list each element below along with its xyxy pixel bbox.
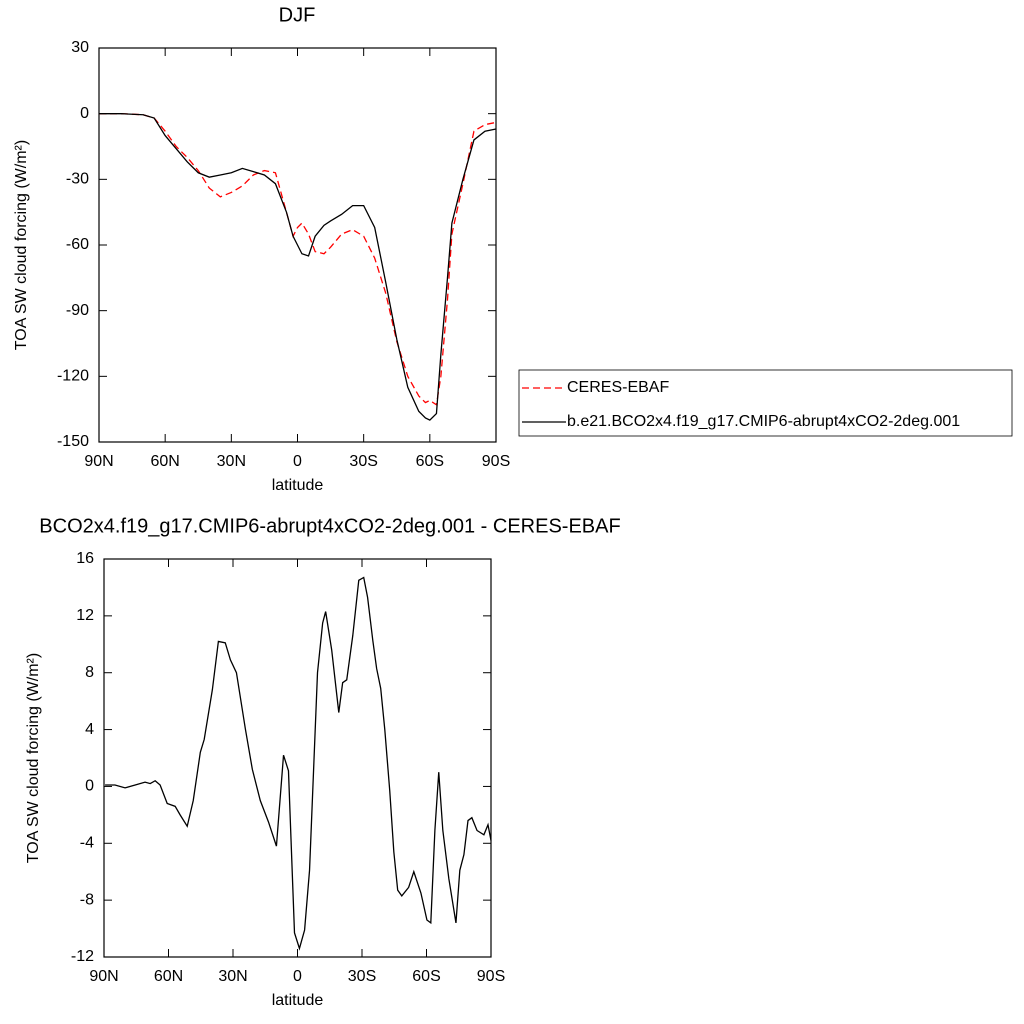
y-tick-label: -60 (66, 236, 89, 253)
chart-title: BCO2x4.f19_g17.CMIP6-abrupt4xCO2-2deg.00… (39, 515, 620, 537)
x-tick-label: 0 (293, 453, 302, 470)
y-tick-label: -8 (80, 891, 94, 908)
plot-frame (103, 558, 492, 958)
y-tick-label: 4 (85, 721, 94, 738)
y-axis-label: TOA SW cloud forcing (W/m²) (25, 653, 42, 863)
data-line (99, 113, 497, 406)
x-tick-label: 90S (482, 453, 510, 470)
x-tick-label: 60S (416, 453, 444, 470)
y-tick-label: 0 (80, 105, 89, 122)
legend-box (518, 369, 1013, 437)
x-tick-label: 90N (84, 453, 113, 470)
y-tick-label: -150 (57, 433, 89, 450)
x-tick-label: 30S (348, 968, 376, 985)
legend-label: b.e21.BCO2x4.f19_g17.CMIP6-abrupt4xCO2-2… (567, 413, 960, 430)
y-tick-label: 8 (85, 664, 94, 681)
x-tick-label: 90N (89, 968, 118, 985)
chart-title: DJF (279, 4, 316, 26)
x-axis-label: latitude (272, 477, 324, 494)
x-tick-label: 90S (477, 968, 505, 985)
x-tick-label: 60N (150, 453, 179, 470)
y-tick-label: -4 (80, 835, 94, 852)
y-tick-label: 16 (76, 550, 94, 567)
y-tick-label: -12 (71, 948, 94, 965)
x-tick-label: 60S (412, 968, 440, 985)
x-axis-label: latitude (272, 992, 324, 1009)
y-tick-label: 12 (76, 607, 94, 624)
y-tick-label: -30 (66, 171, 89, 188)
x-tick-label: 30N (218, 968, 247, 985)
legend-label: CERES-EBAF (567, 379, 669, 396)
y-tick-label: 0 (85, 778, 94, 795)
y-tick-label: 30 (71, 39, 89, 56)
y-tick-label: -120 (57, 368, 89, 385)
data-line (99, 113, 497, 421)
x-tick-label: 60N (154, 968, 183, 985)
y-axis-label: TOA SW cloud forcing (W/m²) (13, 140, 30, 350)
data-line (105, 576, 492, 951)
x-tick-label: 30N (217, 453, 246, 470)
x-tick-label: 0 (293, 968, 302, 985)
x-tick-label: 30S (349, 453, 377, 470)
y-tick-label: -90 (66, 302, 89, 319)
